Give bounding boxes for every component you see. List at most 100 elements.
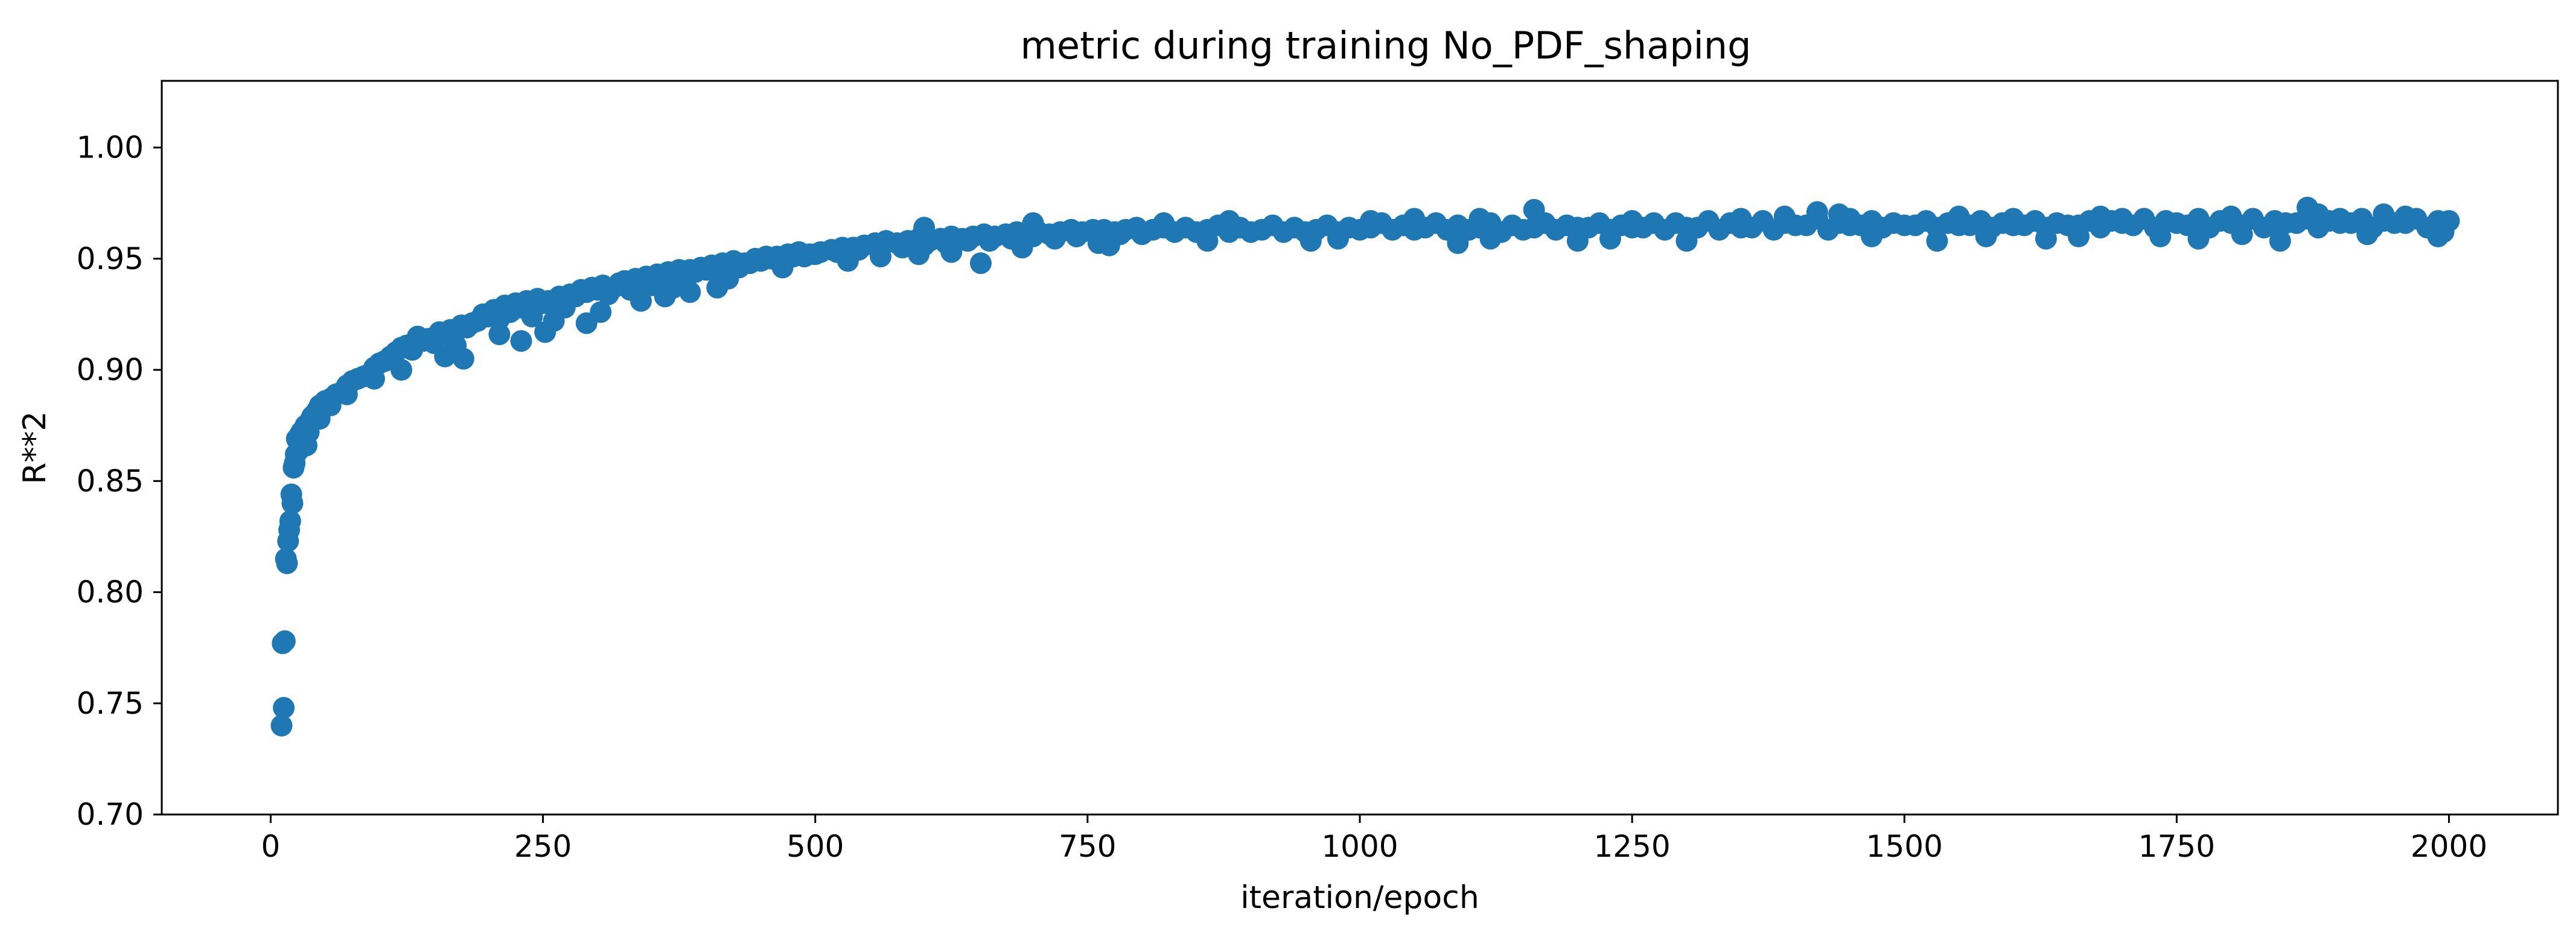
y-tick-label: 0.85 (77, 463, 144, 498)
data-point (1806, 201, 1828, 223)
data-point (1126, 217, 1148, 239)
data-point (1022, 212, 1044, 234)
data-point (1839, 208, 1861, 230)
data-point (279, 510, 301, 532)
data-point (2307, 203, 2329, 226)
data-point (2394, 205, 2417, 227)
y-tick-label: 0.90 (77, 352, 144, 387)
x-tick-label: 1750 (2138, 829, 2215, 864)
data-point (2269, 230, 2291, 252)
plot-frame (161, 80, 2559, 816)
data-point (913, 217, 936, 239)
data-point (1621, 210, 1643, 232)
data-point (2068, 225, 2090, 247)
data-point (970, 252, 992, 275)
data-point (2045, 212, 2068, 234)
data-point (940, 241, 963, 263)
data-point (2329, 208, 2351, 230)
data-point (1327, 227, 1349, 250)
data-point (363, 367, 385, 390)
data-point (1599, 227, 1621, 250)
data-point (2149, 225, 2172, 247)
data-point (1468, 208, 1491, 230)
data-point (1153, 212, 1175, 234)
data-point (1523, 198, 1545, 221)
data-point (1501, 214, 1523, 237)
data-point (1730, 208, 1752, 230)
data-point (543, 310, 565, 332)
data-point (281, 492, 304, 515)
x-tick-label: 500 (786, 829, 844, 864)
data-point (1555, 214, 1578, 237)
data-point (2090, 205, 2112, 227)
data-point (2231, 223, 2253, 246)
data-point (1175, 217, 1197, 239)
data-point (1479, 227, 1502, 250)
data-point (276, 552, 298, 574)
data-point (1447, 214, 1469, 237)
axes: 0 250 500 750 1000 1250 1500 1750 2000 0.70 0.75 0.… (77, 130, 2487, 864)
data-point (679, 281, 701, 303)
data-point (2220, 205, 2242, 227)
y-axis-label: R**2 (17, 411, 53, 484)
data-point (1861, 225, 1883, 247)
data-point (1926, 230, 1948, 252)
data-point (273, 630, 296, 652)
data-point (270, 714, 293, 737)
chart-title: metric during training No_PDF_shaping (1021, 24, 1752, 68)
data-point (837, 250, 859, 272)
x-tick-label: 250 (514, 829, 572, 864)
data-point (1773, 205, 1796, 227)
data-point (1196, 230, 1219, 252)
data-point (575, 312, 598, 334)
x-tick-label: 1000 (1321, 829, 1398, 864)
data-point (391, 359, 412, 381)
data-point (1283, 217, 1306, 239)
data-point (434, 345, 456, 367)
x-tick-label: 1500 (1866, 829, 1943, 864)
data-point (2263, 210, 2286, 232)
y-tick-label: 0.70 (77, 797, 144, 832)
x-tick-label: 750 (1059, 829, 1116, 864)
data-point (510, 330, 532, 352)
data-point (717, 268, 739, 290)
data-points (270, 197, 2460, 737)
x-tick-label: 1250 (1594, 829, 1671, 864)
data-point (1975, 225, 1997, 247)
data-point (2356, 223, 2379, 246)
y-tick-label: 0.80 (77, 575, 144, 610)
data-point (1883, 212, 1905, 234)
data-point (273, 697, 295, 719)
data-point (630, 290, 652, 312)
data-point (654, 285, 676, 308)
data-point (2002, 208, 2024, 230)
x-tick-label: 2000 (2411, 829, 2487, 864)
y-tick-label: 0.75 (77, 686, 144, 721)
data-point (1011, 237, 1033, 259)
data-point (2187, 227, 2210, 250)
data-point (870, 246, 891, 268)
data-point (1948, 205, 1970, 227)
data-point (1675, 230, 1698, 252)
data-point (1360, 210, 1382, 232)
data-point (1403, 208, 1426, 230)
data-point (336, 383, 358, 405)
data-point (488, 323, 511, 346)
y-tick-label: 1.00 (77, 130, 144, 165)
data-point (452, 348, 474, 370)
data-point (1566, 230, 1589, 252)
data-point (2373, 203, 2395, 226)
y-tick-label: 0.95 (77, 241, 144, 276)
data-point (771, 256, 794, 279)
data-point (1098, 234, 1120, 256)
data-point (1218, 210, 1240, 232)
data-point (908, 243, 930, 265)
data-point (298, 421, 320, 443)
data-point (2432, 221, 2455, 243)
x-tick-label: 0 (261, 829, 281, 864)
data-point (288, 439, 310, 461)
data-point (1665, 212, 1687, 234)
data-point (2035, 227, 2057, 250)
